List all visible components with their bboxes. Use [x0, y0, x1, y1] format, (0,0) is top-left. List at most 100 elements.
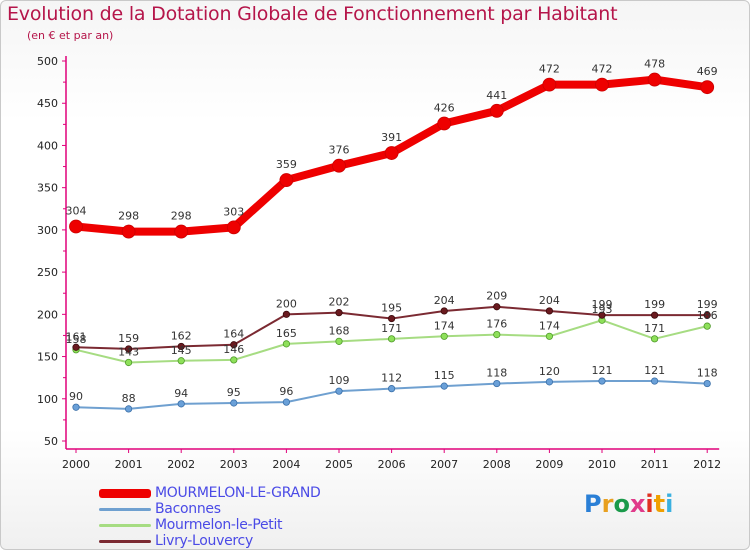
- data-point: [489, 103, 504, 118]
- data-point: [335, 387, 343, 395]
- data-label: 193: [592, 303, 613, 316]
- data-label: 472: [592, 63, 613, 76]
- data-point: [125, 405, 133, 413]
- data-label: 186: [697, 309, 718, 322]
- logo-letter: o: [613, 490, 630, 518]
- data-point: [384, 146, 399, 160]
- data-point: [440, 307, 448, 315]
- legend-swatch: [99, 524, 151, 527]
- data-label: 304: [66, 205, 87, 218]
- data-point: [177, 342, 185, 351]
- data-point: [700, 80, 715, 95]
- y-tick-label: 350: [37, 182, 58, 195]
- data-label: 298: [171, 210, 192, 223]
- data-label: 174: [539, 319, 560, 332]
- data-label: 115: [434, 369, 455, 382]
- data-point: [598, 377, 606, 385]
- logo-letter: r: [601, 490, 614, 518]
- data-label: 88: [122, 392, 136, 405]
- data-point: [282, 310, 290, 318]
- data-point: [545, 332, 554, 340]
- data-point: [440, 382, 448, 390]
- x-tick-label: 2002: [167, 458, 195, 471]
- legend-label: Livry-Louvercy: [155, 533, 253, 549]
- data-label: 90: [69, 390, 83, 403]
- data-point: [121, 224, 136, 239]
- y-tick-label: 200: [37, 308, 58, 321]
- data-point: [703, 379, 711, 388]
- y-tick-label: 100: [37, 393, 58, 406]
- data-point: [230, 399, 238, 407]
- data-label: 162: [171, 329, 192, 342]
- data-point: [703, 322, 711, 330]
- data-label: 164: [223, 328, 244, 341]
- data-label: 200: [276, 297, 297, 310]
- data-point: [72, 343, 80, 351]
- data-point: [282, 340, 290, 348]
- logo-letter: i: [665, 490, 674, 518]
- chart-subtitle: (en € et par an): [27, 29, 114, 42]
- data-label: 199: [644, 298, 665, 311]
- data-label: 441: [486, 89, 507, 102]
- logo-letter: P: [584, 490, 602, 518]
- data-point: [542, 77, 557, 92]
- data-point: [230, 356, 238, 364]
- legend-label: MOURMELON-LE-GRAND: [155, 485, 321, 501]
- data-label: 209: [486, 290, 507, 303]
- data-point: [437, 116, 452, 131]
- data-point: [387, 385, 396, 393]
- data-label: 199: [592, 298, 613, 311]
- data-point: [125, 345, 133, 353]
- legend-label: Baconnes: [155, 501, 221, 517]
- data-label: 298: [118, 210, 139, 223]
- data-label: 158: [66, 333, 87, 346]
- x-tick-label: 2004: [272, 458, 300, 471]
- y-tick-label: 500: [37, 55, 58, 68]
- chart-title: Evolution de la Dotation Globale de Fonc…: [7, 3, 618, 25]
- data-point: [545, 378, 554, 386]
- data-point: [335, 309, 343, 317]
- data-point: [647, 72, 662, 87]
- data-label: 359: [276, 158, 297, 171]
- data-point: [387, 335, 396, 343]
- data-label: 303: [223, 205, 244, 218]
- data-point: [282, 398, 290, 406]
- data-label: 146: [223, 343, 244, 356]
- data-point: [493, 379, 501, 388]
- data-point: [703, 311, 711, 319]
- data-point: [493, 330, 501, 339]
- legend-swatch: [99, 489, 151, 498]
- data-point: [545, 307, 554, 315]
- data-label: 95: [227, 386, 241, 399]
- x-tick-label: 2012: [693, 458, 721, 471]
- data-point: [650, 311, 659, 319]
- data-point: [72, 403, 80, 411]
- data-label: 161: [66, 330, 87, 343]
- data-point: [598, 311, 606, 319]
- data-label: 391: [381, 131, 402, 144]
- data-label: 204: [434, 294, 455, 307]
- x-tick-label: 2003: [220, 458, 248, 471]
- y-tick-label: 400: [37, 139, 58, 152]
- data-label: 195: [381, 302, 402, 315]
- data-label: 143: [118, 345, 139, 358]
- x-tick-label: 2005: [325, 458, 353, 471]
- x-tick-label: 2009: [535, 458, 563, 471]
- data-point: [177, 357, 185, 365]
- logo-letter: i: [645, 490, 654, 518]
- data-label: 174: [434, 319, 455, 332]
- y-tick-label: 250: [37, 266, 58, 279]
- data-point: [332, 158, 346, 173]
- data-point: [650, 335, 659, 343]
- data-label: 121: [644, 364, 665, 377]
- data-label: 165: [276, 327, 297, 340]
- legend-swatch: [99, 508, 151, 511]
- legend-swatch: [99, 540, 151, 543]
- data-label: 159: [118, 332, 139, 345]
- data-point: [125, 358, 133, 367]
- data-point: [226, 220, 241, 235]
- data-label: 96: [279, 385, 293, 398]
- data-label: 204: [539, 294, 560, 307]
- x-tick-label: 2001: [115, 458, 143, 471]
